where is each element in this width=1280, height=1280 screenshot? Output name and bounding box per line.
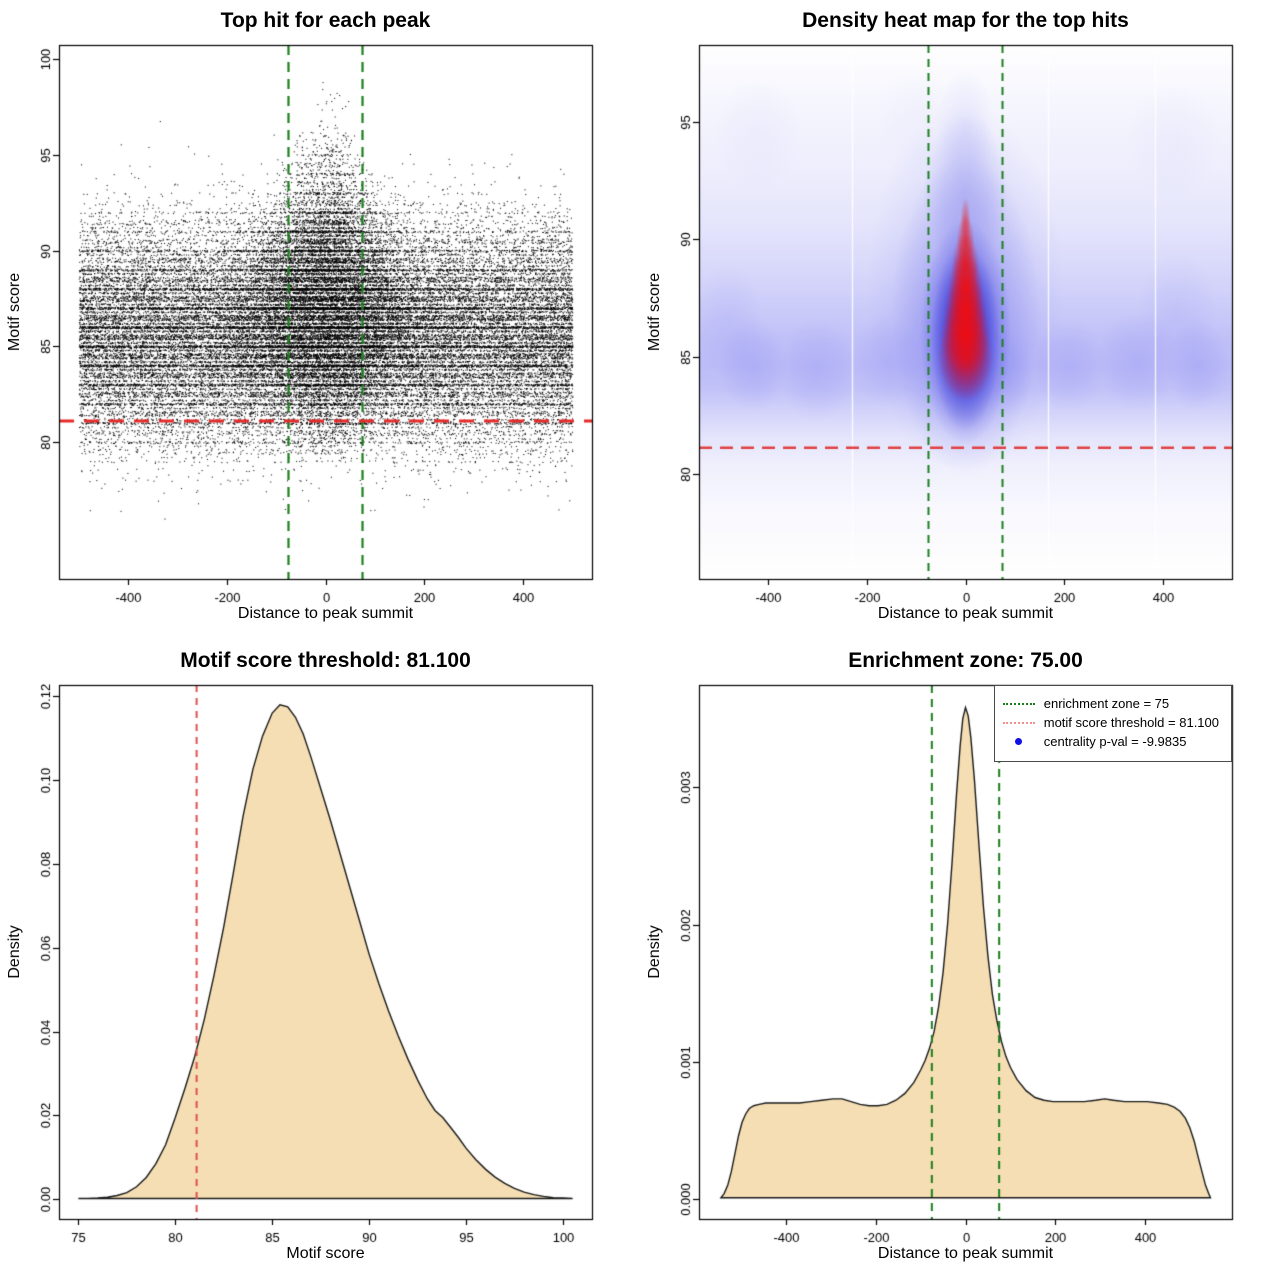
y-axis-label: Density	[646, 925, 663, 979]
legend-item-score-threshold: motif score threshold = 81.100	[1002, 713, 1219, 732]
x-axis-label: Motif score	[286, 1245, 365, 1262]
score-density-canvas	[0, 640, 640, 1280]
scatter-plot-canvas	[0, 0, 640, 640]
panel-title: Enrichment zone: 75.00	[848, 649, 1083, 672]
y-axis-label: Density	[6, 925, 23, 979]
x-axis-label: Distance to peak summit	[877, 1245, 1054, 1262]
legend-label: motif score threshold = 81.100	[1043, 715, 1219, 730]
heatmap-canvas	[640, 0, 1280, 640]
panel-motif-score-density: Motif score threshold: 81.100 Motif scor…	[0, 640, 640, 1280]
y-axis-label: Motif score	[6, 272, 23, 352]
panel-distance-density: Enrichment zone: 75.00 Distance to peak …	[640, 640, 1280, 1280]
legend: enrichment zone = 75 motif score thresho…	[993, 685, 1232, 762]
panel-density-heatmap: Density heat map for the top hits Distan…	[640, 0, 1280, 640]
panel-title: Motif score threshold: 81.100	[180, 649, 471, 672]
x-axis-label: Distance to peak summit	[877, 605, 1054, 622]
y-axis-label: Motif score	[646, 272, 663, 352]
green-dotted-line-icon	[1002, 702, 1035, 705]
legend-item-centrality-pval: centrality p-val = -9.9835	[1003, 732, 1219, 751]
panel-top-hit-scatter: Top hit for each peak Distance to peak s…	[0, 0, 640, 640]
panel-title: Top hit for each peak	[220, 9, 431, 32]
pink-dotted-line-icon	[1002, 721, 1035, 724]
panel-title: Density heat map for the top hits	[802, 9, 1129, 32]
x-axis-label: Distance to peak summit	[237, 605, 414, 622]
blue-point-icon	[1003, 738, 1035, 745]
legend-item-enrichment-zone: enrichment zone = 75	[1002, 694, 1219, 713]
legend-label: enrichment zone = 75	[1043, 696, 1170, 711]
legend-label: centrality p-val = -9.9835	[1043, 734, 1187, 749]
